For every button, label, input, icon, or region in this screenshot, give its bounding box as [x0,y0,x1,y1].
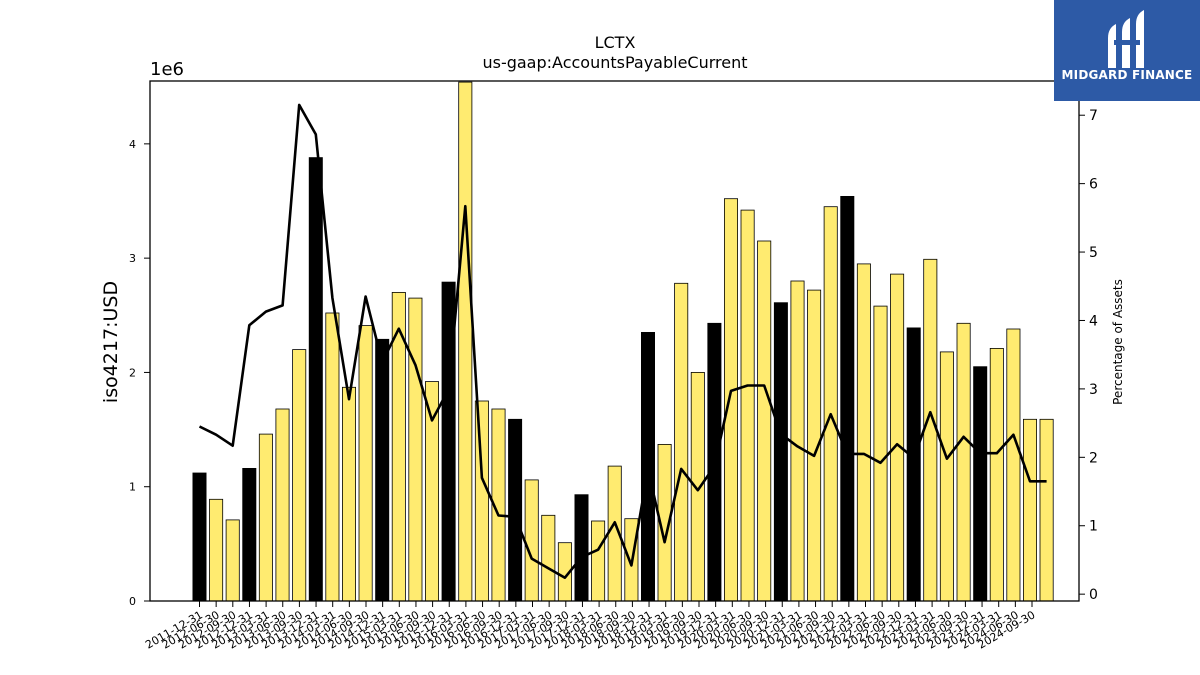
y-tick-label: 0 [129,595,136,608]
y-ticks-group: 0 1 2 3 4 [129,138,150,608]
bar [1006,328,1021,602]
bars-group [192,81,1054,602]
bar [923,258,938,602]
chart-title: LCTX [595,33,636,52]
bar [823,206,838,602]
bar [358,325,373,602]
bar [724,198,739,602]
bar [225,519,240,602]
bar [242,467,257,602]
bar [474,400,489,602]
bar [209,498,224,602]
midgard-logo-icon [1108,10,1144,68]
bar [641,331,656,602]
bar [890,273,905,602]
bar [308,157,323,602]
y-tick-label: 1 [129,481,136,494]
x-ticks-group: 2011-12-312012-06-302012-09-302012-12-31… [143,601,1038,652]
bar [939,351,954,602]
bar [258,433,273,602]
percentage-line [198,103,1047,580]
bar [458,81,473,602]
bar [541,514,556,602]
bar [1023,418,1038,602]
bar [856,263,871,602]
bar [973,366,988,602]
bar [773,302,788,602]
y-axis-label: iso4217:USD [100,281,122,403]
bar [408,297,423,602]
bar [1039,418,1054,602]
bar [690,371,705,602]
y2-tick-label: 3 [1089,382,1098,398]
y2-tick-label: 0 [1089,587,1098,603]
bar [341,386,356,602]
bar [674,282,689,602]
plot-frame [149,80,1080,602]
y2-axis-label: Percentage of Assets [1111,279,1125,405]
bar [873,305,888,602]
y2-tick-label: 1 [1089,519,1098,535]
bar [275,408,290,602]
bar [989,347,1004,602]
bar [740,209,755,602]
y2-tick-label: 5 [1089,245,1098,261]
brand-name: MIDGARD FINANCE [1061,68,1193,82]
bar [524,479,539,602]
bar [840,195,855,602]
y2-tick-label: 2 [1089,450,1098,466]
bar [192,472,207,602]
bar [574,494,589,602]
bar [790,280,805,602]
y-multiplier-label: 1e6 [150,59,184,80]
y2-ticks-group: 0 1 2 3 4 5 6 7 [1079,108,1098,603]
bar [906,327,921,602]
bar [375,338,390,602]
bar [591,520,606,602]
y-tick-label: 4 [129,138,136,151]
chart-subtitle: us-gaap:AccountsPayableCurrent [482,53,747,72]
bar [325,312,340,602]
bar [956,322,971,602]
y2-tick-label: 4 [1089,313,1098,329]
y2-tick-label: 7 [1089,108,1098,124]
bar [292,349,307,602]
bar [757,240,772,602]
y2-tick-label: 6 [1089,177,1098,193]
y-tick-label: 3 [129,252,136,265]
bar [508,418,523,602]
brand-logo: MIDGARD FINANCE [1054,0,1200,101]
y-tick-label: 2 [129,366,136,379]
